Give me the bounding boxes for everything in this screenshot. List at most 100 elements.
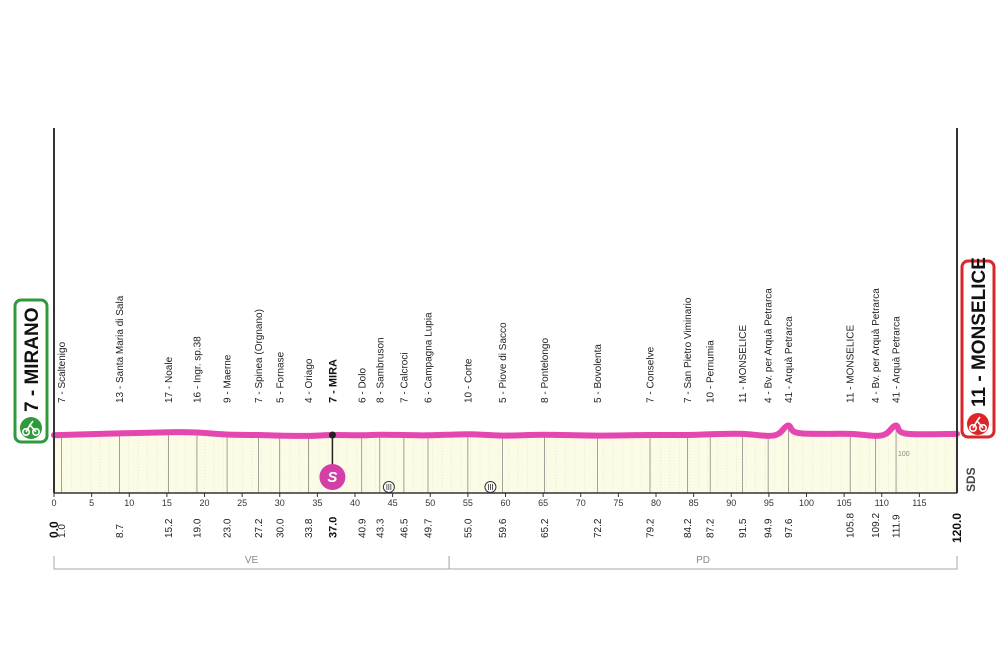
waypoint-km-label: 43.3 [375,518,386,538]
waypoint-km-label: 1.0 [57,524,68,538]
sprint-badge [319,464,346,490]
waypoint-km-label: 84.2 [683,518,694,538]
waypoint-drop-lines [61,425,897,493]
sprint-label: 7 - MIRA [327,359,339,403]
x-tick-label: 25 [237,498,247,508]
region-brackets: VE PD [53,555,958,570]
waypoint-label: 6 - Dolo [357,368,368,403]
waypoint-km-label: 79.2 [645,518,656,538]
waypoint-km-label: 65.2 [540,518,551,538]
x-tick-label: 85 [689,498,699,508]
cyclist-icon [20,417,42,439]
waypoint-km-label: 8.7 [115,524,126,538]
x-tick-label: 55 [463,498,473,508]
altitude-reference-label: 100 [898,451,910,458]
waypoint-label: 10 - Pernumia [706,340,717,403]
waypoint-km-label: 40.9 [357,518,368,538]
waypoint-label: 4 - Oriago [304,358,315,403]
waypoint-label: 11 - MONSELICE [738,325,749,403]
waypoint-label: 7 - Conselve [645,346,656,403]
waypoint-label: 4 - Bv. per Arquà Petrarca [764,288,775,403]
x-tick-label: 60 [500,498,510,508]
profile-line [51,422,960,439]
waypoint-label: 5 - Bovolenta [593,344,604,403]
region-label: PD [696,555,710,566]
waypoint-label: 11 - MONSELICE [846,325,857,403]
waypoint-km-label: 72.2 [593,518,604,538]
waypoint-label: 41 - Arquà Petrarca [892,316,903,403]
start-km-label: 0.0 [47,521,61,538]
waypoint-label: 5 - Fornase [275,351,286,403]
waypoint-km-label: 111.9 [892,514,903,538]
x-tick-label: 35 [312,498,322,508]
sprint-badge-letter: S [327,469,337,486]
x-tick-label: 0 [51,498,56,508]
waypoint-label: 5 - Piove di Sacco [498,322,509,403]
start-box-frame [13,298,49,444]
waypoint-label: 7 - Scaltenigo [57,341,68,403]
waypoint-label: 6 - Campagna Lupia [423,312,434,403]
waypoint-km-label: 94.9 [764,518,775,538]
x-tick-label: 65 [538,498,548,508]
x-tick-label: 90 [726,498,736,508]
waypoint-km-label: 49.7 [423,518,434,538]
x-axis-ticks: 0 5 10 15 20 25 30 35 40 45 50 55 60 65 70 75 80 85 90 95 10… [51,493,927,508]
x-tick-label: 95 [764,498,774,508]
x-tick-label: 30 [275,498,285,508]
x-tick-label: 100 [799,498,814,508]
waypoint-label: 7 - Calcroci [399,352,410,403]
waypoint-km-label: 109.2 [871,513,882,538]
waypoint-km-label: 30.0 [275,518,286,538]
waypoint-label: 8 - Sambruson [375,337,386,403]
waypoint-label: 9 - Maerne [223,354,234,403]
waypoint-label: 16 - Ingr. sp.38 [192,336,203,403]
finish-box-frame [960,259,996,439]
region-bracket: VE [53,555,450,570]
waypoint-km-label: 46.5 [399,518,410,538]
waypoint-km-labels: 1.0 8.7 15.2 19.0 23.0 27.2 30.0 33.8 40.9 43.3 46… [57,513,903,538]
x-tick-label: 70 [576,498,586,508]
sds-logo: SDS [964,467,978,492]
cyclist-icon-glyph [21,420,40,436]
waypoint-km-label: 91.5 [738,518,749,538]
x-tick-label: 5 [89,498,94,508]
start-box: 7 - MIRANO [13,298,49,444]
waypoint-label: 10 - Corte [463,358,474,403]
finish-box: 11 - MONSELICE [960,257,996,439]
waypoint-label: 17 - Noale [164,356,175,403]
waypoint-km-label: 59.6 [498,518,509,538]
x-tick-label: 80 [651,498,661,508]
finish-label: 11 - MONSELICE [969,257,990,407]
waypoint-km-label: 97.6 [784,518,795,538]
waypoint-label: 7 - Spinea (Orgnano) [254,309,265,403]
waypoint-km-label: 55.0 [463,518,474,538]
waypoint-labels: 7 - Scaltenigo 13 - Santa Maria di Sala 17… [57,288,903,403]
finish-km-label: 120.0 [950,513,964,543]
x-tick-label: 10 [124,498,134,508]
x-tick-label: 105 [837,498,852,508]
x-tick-label: 115 [912,498,926,508]
waypoint-km-label: 87.2 [706,518,717,538]
region-bracket: PD [448,555,958,570]
x-tick-label: 45 [388,498,398,508]
water-bottle-icon [484,481,497,493]
waypoint-label: 7 - San Pietro Viminario [683,297,694,403]
x-tick-label: 15 [162,498,172,508]
region-label: VE [245,555,259,566]
profile-stripes [61,431,956,493]
x-tick-label: 20 [199,498,209,508]
x-tick-label: 40 [350,498,360,508]
waypoint-label: 13 - Santa Maria di Sala [115,295,126,403]
x-tick-label: 110 [875,498,889,508]
sprint-marker: S 7 - MIRA 37.0 [319,359,346,538]
service-points [382,481,497,493]
x-tick-label: 75 [613,498,623,508]
finish-cyclist-icon-glyph [968,416,987,432]
waypoint-km-label: 23.0 [223,518,234,538]
waypoint-km-label: 19.0 [192,518,203,538]
sprint-km-label: 37.0 [327,517,339,538]
waypoint-km-label: 27.2 [254,518,265,538]
waypoint-label: 4 - Bv. per Arquà Petrarca [871,288,882,403]
